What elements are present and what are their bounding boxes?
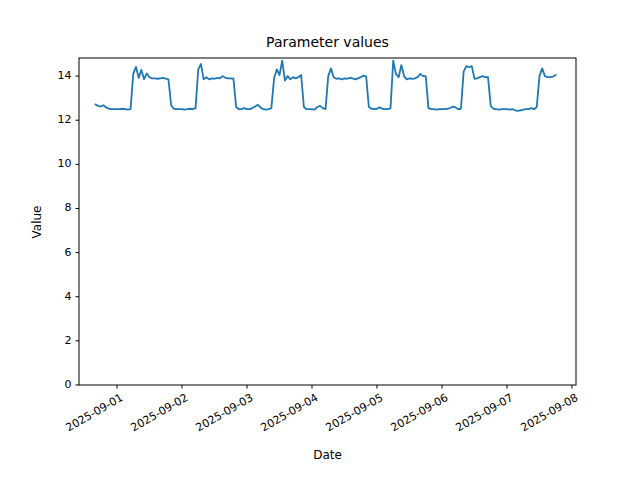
parameter-line xyxy=(95,61,555,111)
y-tick-label: 14 xyxy=(40,69,72,83)
y-tick-label: 10 xyxy=(40,157,72,171)
y-tick-label: 6 xyxy=(40,246,72,260)
y-tick-label: 12 xyxy=(40,113,72,127)
y-tick-label: 0 xyxy=(40,378,72,392)
y-tick-label: 2 xyxy=(40,334,72,348)
y-tick-label: 8 xyxy=(40,201,72,215)
axes-frame xyxy=(79,58,576,385)
y-tick-label: 4 xyxy=(40,290,72,304)
x-axis-label: Date xyxy=(79,448,576,462)
figure: Parameter values Date Value 024681012142… xyxy=(0,0,640,480)
chart-title: Parameter values xyxy=(79,34,576,50)
